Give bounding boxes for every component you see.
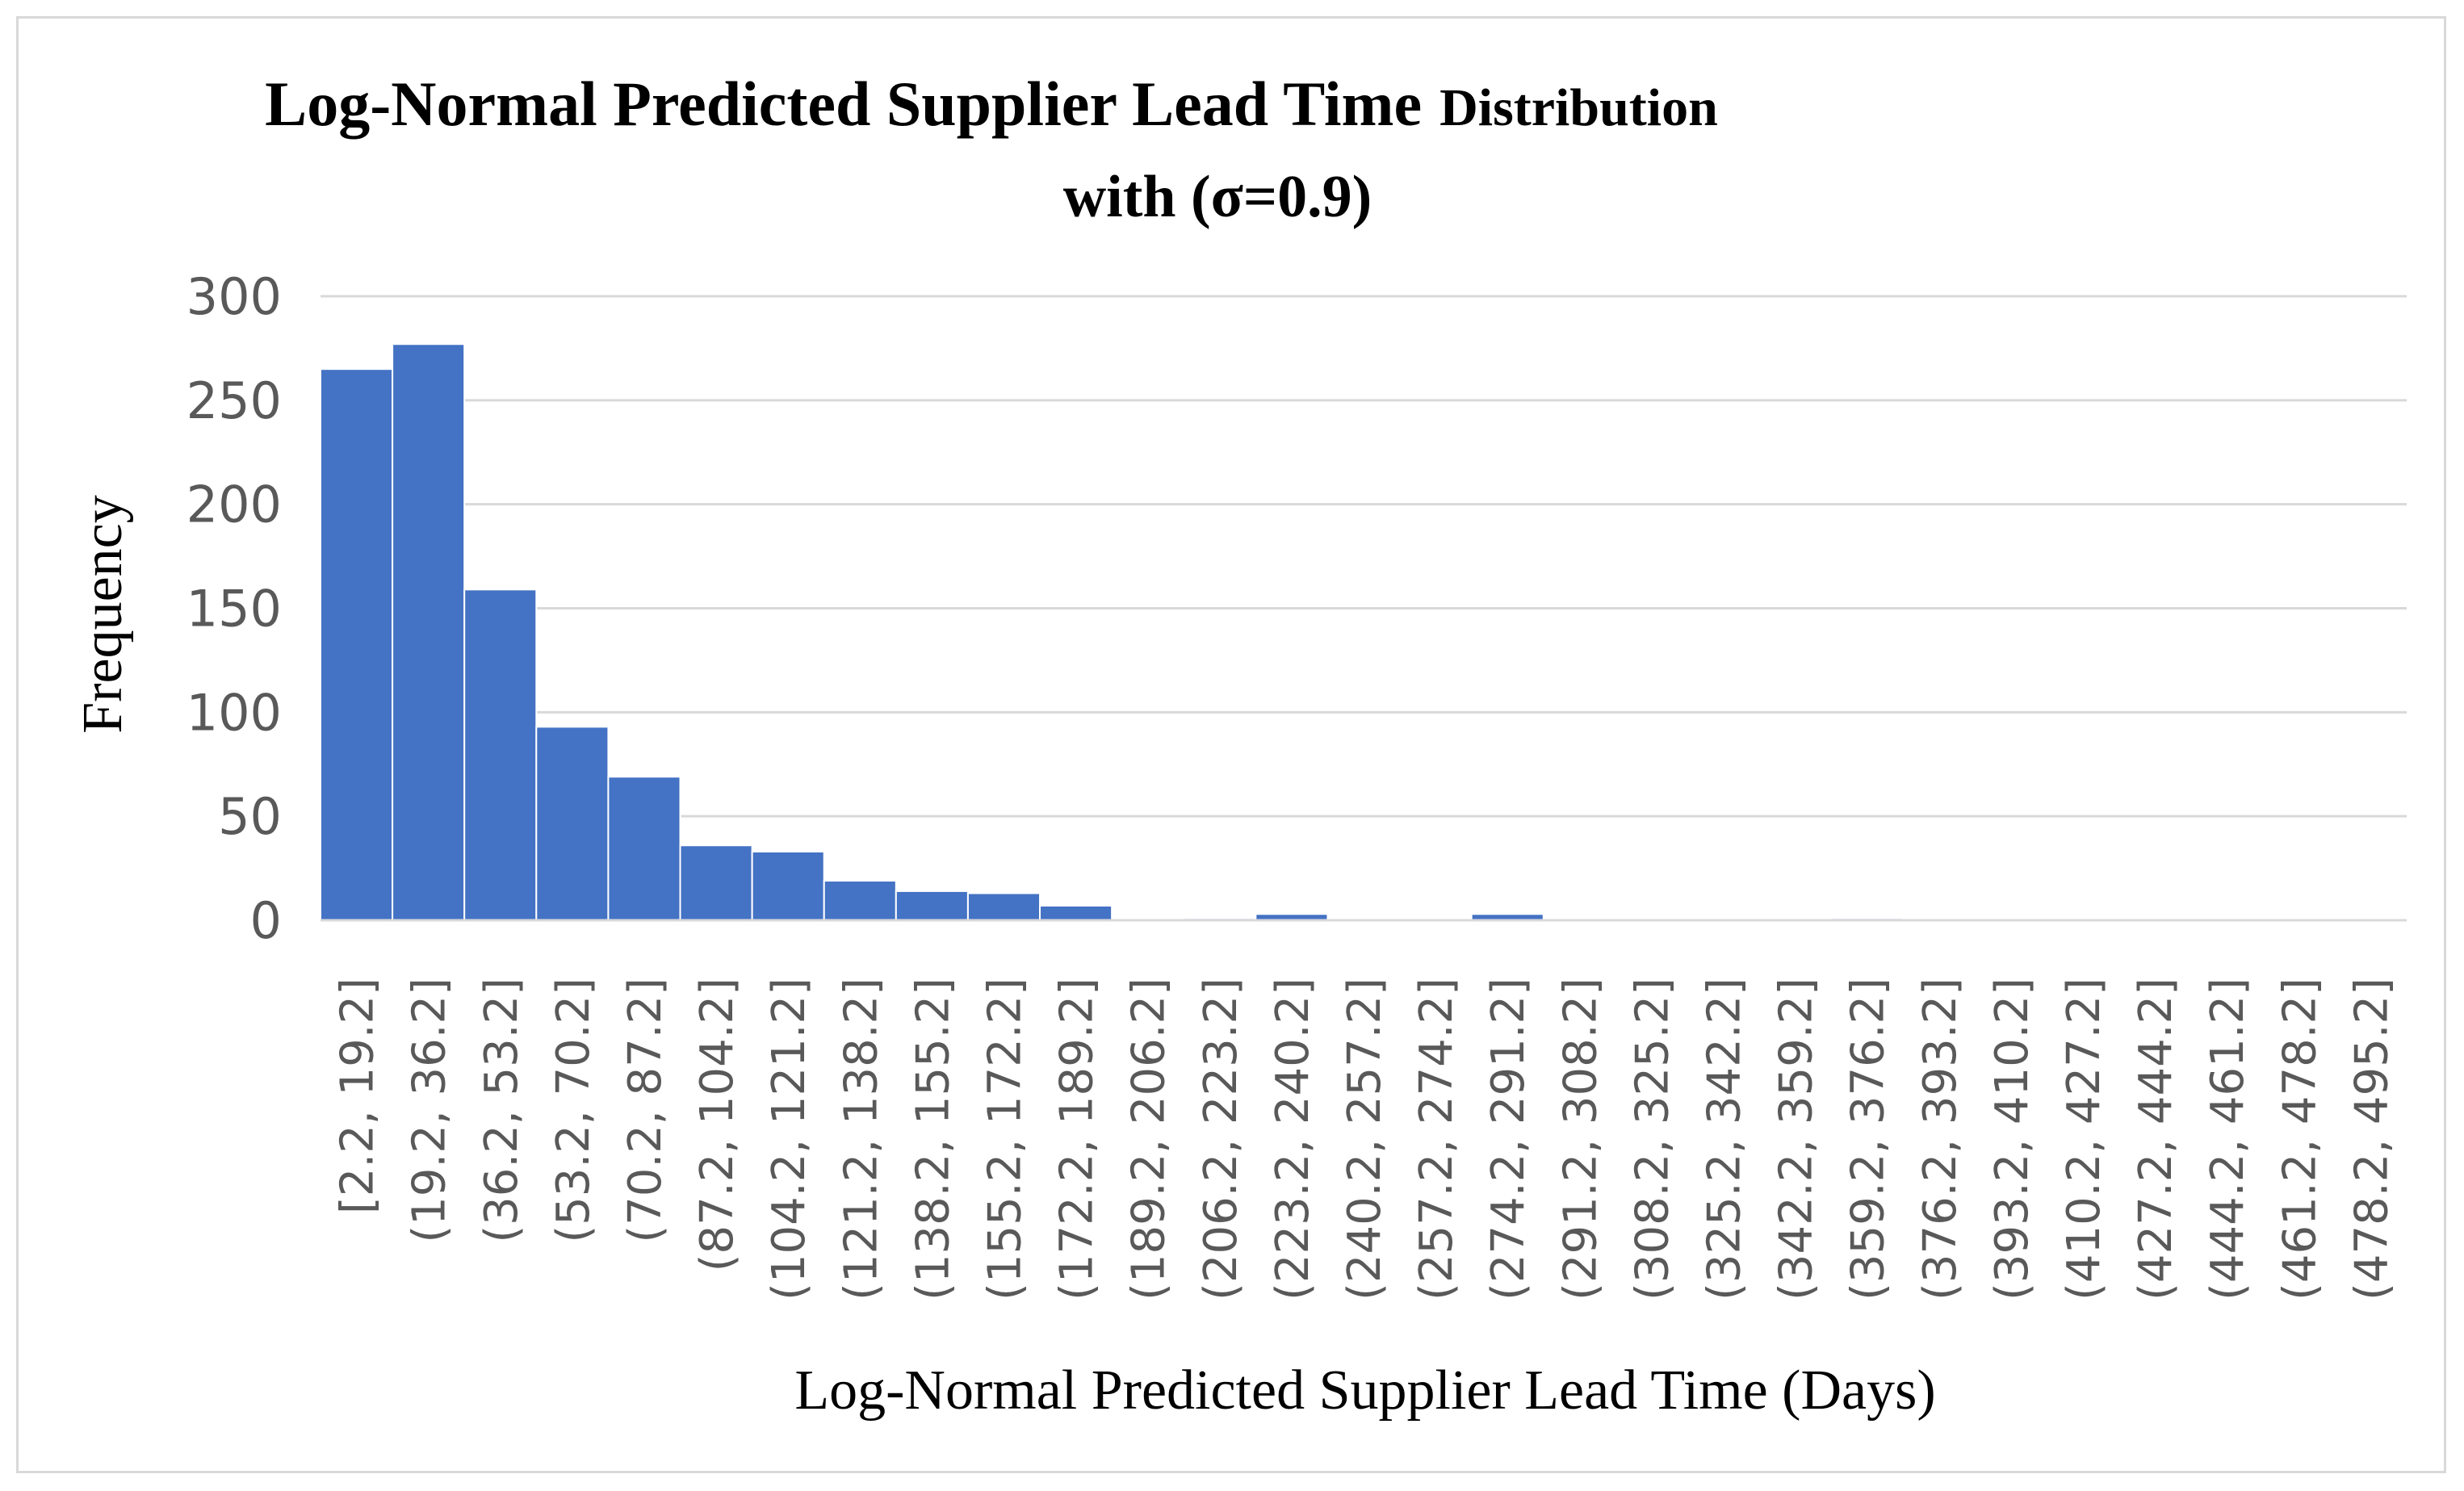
histogram-bar [679,844,753,921]
chart-title-line2: with (σ=0.9) [1063,164,1372,230]
x-tick-label: (36.2, 53.2] [476,978,528,1243]
x-tick-label: (172.2, 189.2] [1051,978,1104,1300]
x-tick-label: (121.2, 138.2] [835,978,887,1300]
x-tick-label: (478.2, 495.2] [2345,978,2398,1300]
chart-frame: Log-Normal Predicted Supplier Lead Time … [16,16,2446,1473]
histogram-bar [895,890,969,921]
x-tick-label: (461.2, 478.2] [2273,978,2326,1300]
x-tick-label: (393.2, 410.2] [1986,978,2039,1300]
x-tick-label: (87.2, 104.2] [691,978,744,1271]
histogram-bar [751,850,825,921]
y-tick-label: 100 [186,683,282,742]
x-tick-label: (376.2, 393.2] [1914,978,1967,1300]
x-tick-label: (138.2, 155.2] [907,978,959,1300]
x-tick-label: (410.2, 427.2] [2058,978,2110,1300]
y-tick-label: 0 [250,891,282,950]
y-tick-label: 50 [218,787,282,846]
x-tick-label: (274.2, 291.2] [1482,978,1535,1300]
chart-title-tail: Distribution [1439,78,1718,137]
chart-svg: Log-Normal Predicted Supplier Lead Time … [72,69,2407,1422]
histogram-bar [966,892,1041,921]
bars [320,343,2407,922]
x-tick-label: (53.2, 70.2] [547,978,600,1243]
x-tick-label: (308.2, 325.2] [1626,978,1678,1300]
y-axis-title: Frequency [72,495,134,733]
x-tick-label: (291.2, 308.2] [1554,978,1607,1300]
y-tick-label: 250 [186,371,282,430]
histogram-bar [320,368,394,921]
x-tick-label: (104.2, 121.2] [763,978,815,1300]
x-tick-label: (206.2, 223.2] [1195,978,1247,1300]
histogram-bar [607,776,681,922]
histogram-bar [392,343,466,922]
x-tick-label: (155.2, 172.2] [978,978,1031,1300]
chart-title-main: Log-Normal Predicted Supplier Lead Time [265,69,1422,139]
x-tick-labels: [2.2, 19.2] (19.2, 36.2] (36.2, 53.2] (53.2… [332,978,2399,1300]
x-tick-label: (70.2, 87.2] [619,978,672,1243]
x-tick-label: (240.2, 257.2] [1339,978,1391,1300]
x-tick-label: (325.2, 342.2] [1699,978,1751,1300]
x-tick-label: (359.2, 376.2] [1842,978,1895,1300]
histogram-bar [535,726,610,921]
histogram-bar [463,588,538,921]
x-tick-label: (257.2, 274.2] [1410,978,1463,1300]
x-tick-label: [2.2, 19.2] [332,978,384,1214]
y-tick-label: 300 [186,267,282,326]
chart-title-line1: Log-Normal Predicted Supplier Lead Time … [265,69,1718,139]
x-tick-label: (189.2, 206.2] [1123,978,1175,1300]
y-tick-label: 150 [186,580,282,639]
y-tick-labels: 0 50 100 150 200 250 300 [186,267,282,950]
y-tick-label: 200 [186,475,282,534]
x-tick-label: (19.2, 36.2] [404,978,456,1243]
x-tick-label: (342.2, 359.2] [1770,978,1823,1300]
x-axis-title: Log-Normal Predicted Supplier Lead Time … [794,1359,1935,1422]
histogram-bar [1039,904,1113,922]
x-tick-label: (223.2, 240.2] [1267,978,1319,1300]
x-tick-label: (427.2, 444.2] [2130,978,2182,1300]
histogram-bar [823,880,897,921]
x-tick-label: (444.2, 461.2] [2202,978,2254,1300]
